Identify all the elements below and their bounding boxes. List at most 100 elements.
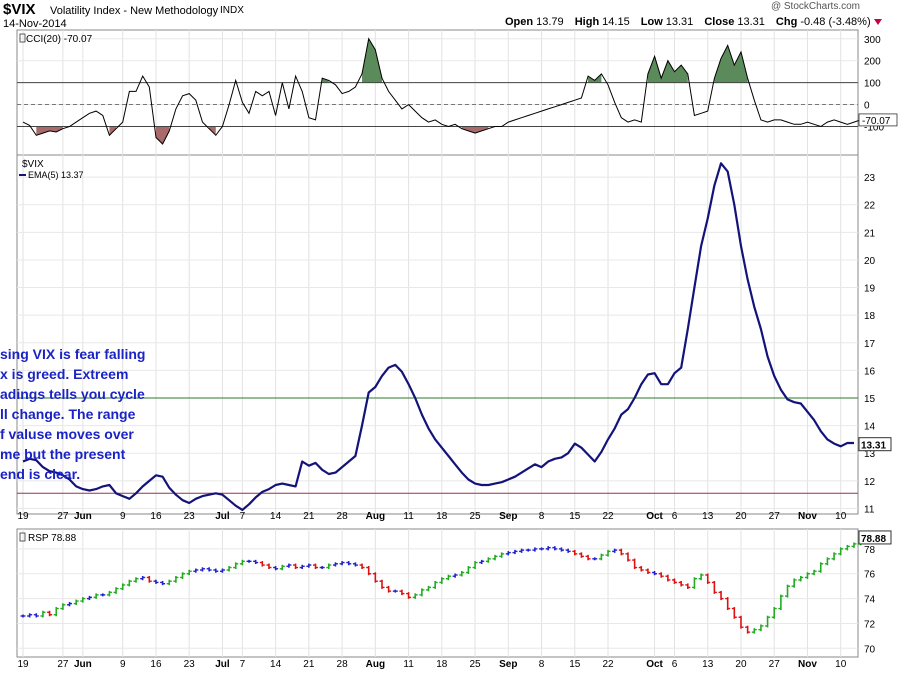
rsp-bar: [186, 569, 192, 576]
annotation-line: me but the present: [0, 446, 126, 462]
rsp-bar: [711, 580, 717, 594]
rsp-bar: [745, 625, 751, 634]
rsp-bar: [100, 593, 106, 597]
rsp-bar: [658, 572, 664, 578]
x-tick-label: 23: [184, 511, 196, 522]
x-tick-label: 23: [184, 659, 196, 670]
rsp-bar: [73, 599, 79, 606]
rsp-bar: [798, 575, 804, 582]
rsp-bar: [266, 563, 272, 570]
rsp-bar: [47, 610, 53, 617]
rsp-bar: [173, 575, 179, 583]
rsp-bar: [539, 547, 545, 551]
cci-fill-area: [647, 56, 688, 83]
rsp-bar: [286, 563, 292, 568]
rsp-bar: [386, 585, 392, 593]
rsp-bar: [811, 569, 817, 576]
x-tick-label: 19: [17, 659, 29, 670]
low-value: 13.31: [665, 16, 694, 28]
x-tick-label: 16: [150, 511, 162, 522]
x-tick-label: 8: [539, 511, 545, 522]
x-tick-label: Sep: [499, 511, 517, 522]
x-tick-label: 16: [150, 659, 162, 670]
vix-last-value: 13.31: [861, 441, 886, 452]
rsp-bar: [592, 557, 598, 561]
rsp-bar: [512, 549, 518, 555]
x-tick-label: 19: [17, 511, 29, 522]
rsp-bar: [824, 557, 830, 566]
rsp-bar: [672, 578, 678, 584]
x-tick-label: 14: [270, 511, 282, 522]
rsp-bar: [193, 568, 199, 573]
vix-ema-line: [22, 162, 854, 511]
rsp-bar: [93, 593, 99, 599]
rsp-bar: [113, 587, 119, 594]
rsp-bar: [738, 615, 744, 629]
x-tick-label: 22: [602, 511, 614, 522]
y-tick-label: 72: [864, 619, 876, 630]
rsp-bar: [751, 628, 757, 634]
rsp-bar: [499, 552, 505, 558]
rsp-bar: [632, 558, 638, 570]
x-tick-label: Oct: [646, 659, 663, 670]
y-tick-label: 74: [864, 595, 876, 606]
rsp-bar: [618, 548, 624, 556]
rsp-bar: [532, 547, 538, 552]
annotation-line: f valuse moves over: [0, 426, 134, 442]
y-tick-label: 22: [864, 201, 876, 212]
rsp-bar: [233, 562, 239, 570]
rsp-bar: [359, 563, 365, 570]
y-tick-label: 16: [864, 366, 876, 377]
rsp-bar: [638, 566, 644, 572]
rsp-bar: [791, 578, 797, 588]
x-tick-label: Nov: [798, 659, 817, 670]
x-tick-label: 9: [120, 511, 126, 522]
rsp-bar: [479, 559, 485, 565]
x-tick-label: Oct: [646, 511, 663, 522]
rsp-bar: [352, 562, 358, 567]
vix-last-value-box: [858, 437, 892, 452]
x-tick-label: 15: [569, 659, 581, 670]
x-tick-label: Jun: [74, 659, 92, 670]
rsp-bar: [346, 561, 352, 566]
rsp-bar: [366, 566, 372, 576]
rsp-bar: [40, 610, 46, 618]
rsp-bar: [306, 563, 312, 568]
rsp-bar: [678, 580, 684, 587]
x-tick-label: Jul: [215, 511, 230, 522]
x-tick-label: 14: [270, 659, 282, 670]
rsp-bar: [685, 583, 691, 589]
x-tick-label: 15: [569, 511, 581, 522]
rsp-bar: [585, 554, 591, 561]
down-arrow-icon: [873, 19, 882, 26]
rsp-bar: [253, 559, 259, 565]
rsp-bar: [652, 571, 658, 576]
rsp-bar: [313, 563, 319, 570]
x-tick-label: 10: [835, 659, 847, 670]
y-tick-label: 23: [864, 173, 876, 184]
rsp-bar: [838, 547, 844, 556]
rsp-bar: [765, 615, 771, 628]
rsp-bar: [598, 553, 604, 561]
rsp-bar: [778, 594, 784, 611]
x-tick-label: 18: [436, 659, 448, 670]
rsp-bar: [758, 624, 764, 632]
rsp-bar: [372, 572, 378, 583]
x-tick-label: 21: [303, 511, 315, 522]
low-label: Low: [640, 16, 663, 28]
rsp-bar: [332, 562, 338, 567]
y-tick-label: 14: [864, 422, 876, 433]
x-tick-label: 28: [337, 511, 349, 522]
x-tick-label: 7: [240, 511, 246, 522]
rsp-bar: [60, 603, 66, 611]
rsp-bar: [851, 542, 857, 548]
rsp-bar: [485, 557, 491, 563]
rsp-bar: [645, 568, 651, 574]
rsp-bar: [844, 544, 850, 551]
cci-last-value: -70.07: [862, 116, 891, 127]
rsp-bar: [153, 579, 159, 584]
x-tick-label: Aug: [366, 511, 385, 522]
open-value: 13.79: [536, 16, 564, 28]
rsp-bar: [406, 592, 412, 599]
